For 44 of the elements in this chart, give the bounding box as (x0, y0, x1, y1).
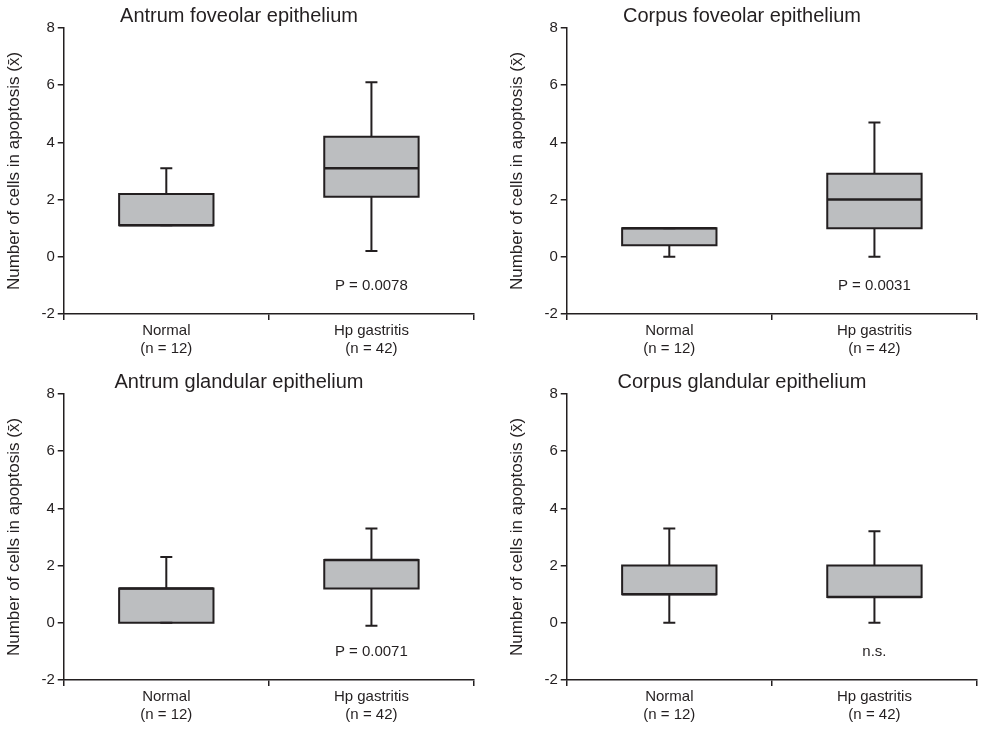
x-tick-label: Normal (n = 12) (140, 687, 193, 723)
y-tick-label: 8 (549, 384, 558, 402)
y-tick-label: 6 (46, 441, 55, 459)
x-tick-label: Hp gastritis (n = 42) (333, 687, 409, 723)
x-tick-label: Hp gastritis (n = 42) (836, 321, 912, 357)
y-tick-label: 0 (46, 612, 55, 630)
y-tick-label: -2 (544, 670, 558, 688)
y-tick-label: 0 (549, 612, 558, 630)
y-tick-label: 6 (549, 75, 558, 93)
y-tick-label: 2 (549, 555, 558, 573)
y-tick-label: 4 (549, 132, 558, 150)
y-tick-label: 2 (46, 189, 55, 207)
y-tick-label: 6 (549, 441, 558, 459)
y-tick-label: 8 (46, 384, 55, 402)
y-tick-label: 4 (549, 498, 558, 516)
chart-title: Antrum glandular epithelium (114, 369, 364, 392)
y-tick-label: -2 (544, 304, 558, 322)
y-tick-label: -2 (41, 304, 55, 322)
y-tick-label: 0 (46, 246, 55, 264)
y-tick-label: 8 (46, 18, 55, 36)
y-tick-label: -2 (41, 670, 55, 688)
y-axis-title: Number of cells in apoptosis (x̄) (3, 417, 23, 657)
annotation: P = 0.0071 (335, 641, 408, 659)
y-tick-label: 2 (46, 555, 55, 573)
x-tick-label: Normal (n = 12) (643, 321, 696, 357)
x-tick-label: Normal (n = 12) (643, 687, 696, 723)
annotation: P = 0.0031 (838, 275, 911, 293)
y-axis-title: Number of cells in apoptosis (x̄) (3, 51, 23, 291)
x-tick-label: Hp gastritis (n = 42) (836, 687, 912, 723)
x-tick-label: Hp gastritis (n = 42) (333, 321, 409, 357)
y-axis-title: Number of cells in apoptosis (x̄) (506, 417, 526, 657)
y-tick-label: 6 (46, 75, 55, 93)
y-tick-label: 4 (46, 498, 55, 516)
chart-title: Corpus foveolar epithelium (623, 3, 861, 26)
chart-title: Corpus glandular epithelium (617, 369, 867, 392)
annotation: P = 0.0078 (335, 275, 408, 293)
y-tick-label: 0 (549, 246, 558, 264)
y-tick-label: 8 (549, 18, 558, 36)
y-tick-label: 2 (549, 189, 558, 207)
x-tick-label: Normal (n = 12) (140, 321, 193, 357)
annotation: n.s. (862, 641, 887, 659)
chart-title: Antrum foveolar epithelium (120, 3, 358, 26)
y-tick-label: 4 (46, 132, 55, 150)
y-axis-title: Number of cells in apoptosis (x̄) (506, 51, 526, 291)
